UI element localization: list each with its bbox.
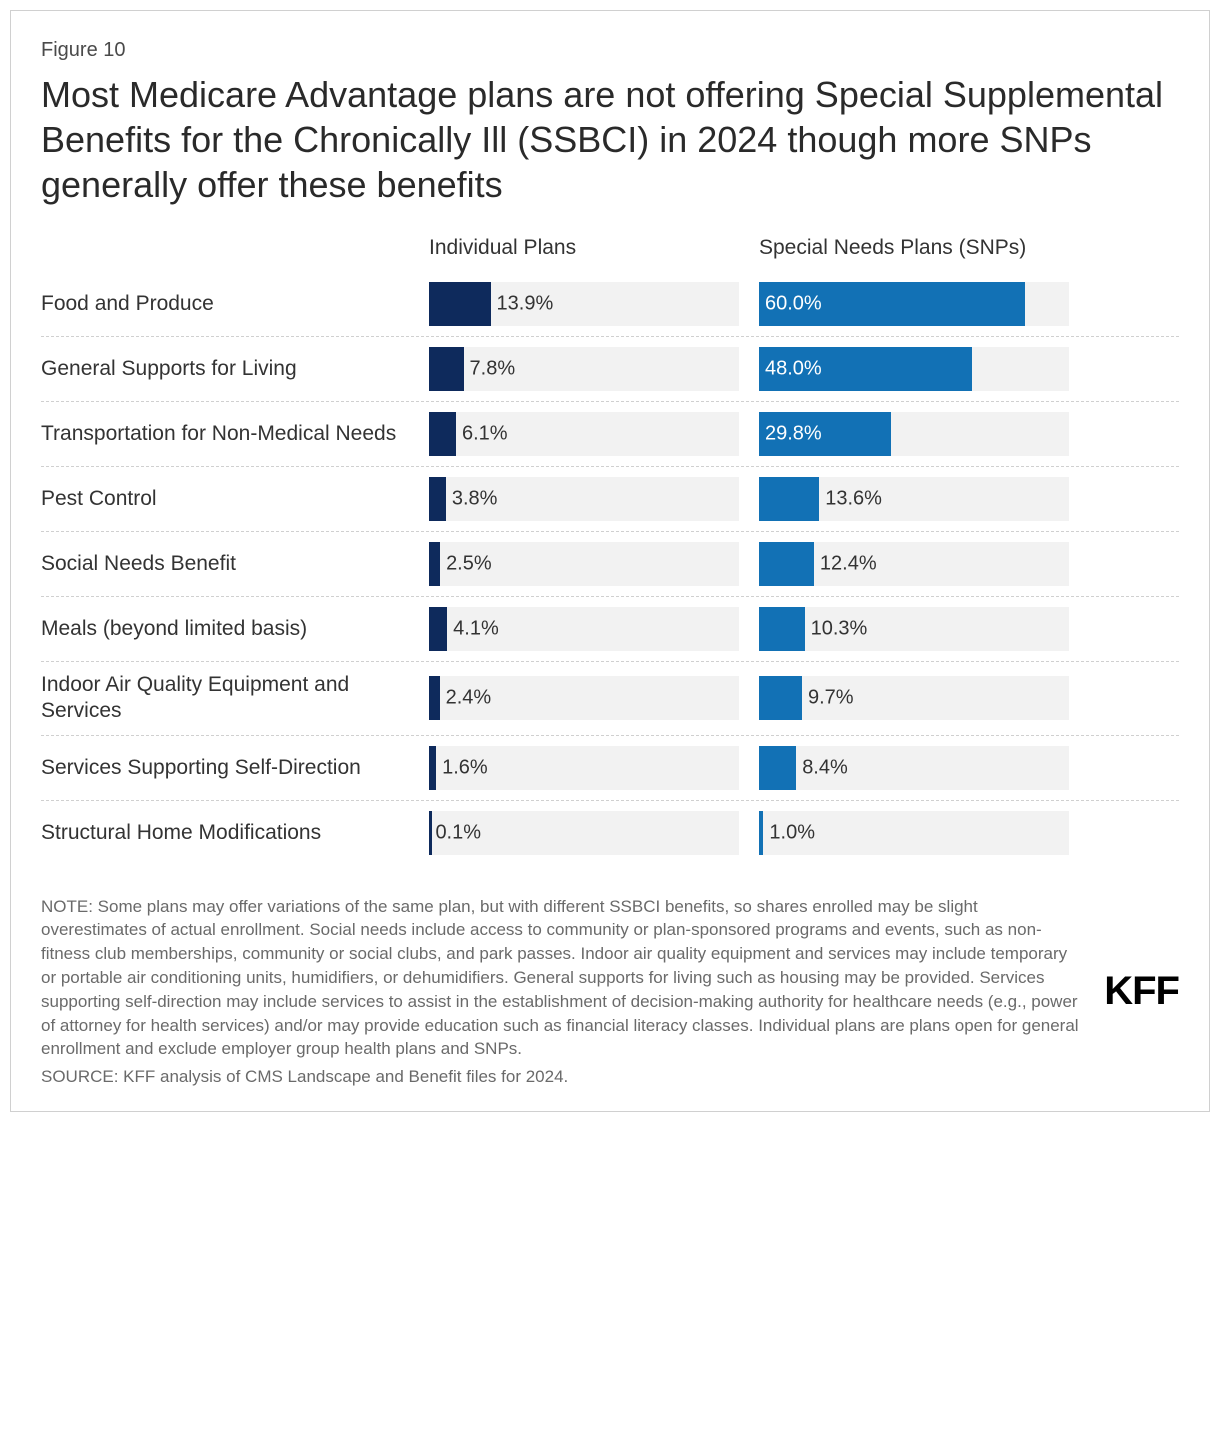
bar-chart: Individual Plans Special Needs Plans (SN… bbox=[41, 235, 1179, 865]
chart-row: Food and Produce 13.9% 60.0% bbox=[41, 272, 1179, 337]
bar-fill bbox=[429, 811, 432, 855]
bar-fill bbox=[429, 282, 491, 326]
bar-fill bbox=[429, 477, 446, 521]
row-category-label: General Supports for Living bbox=[41, 356, 429, 382]
bar-fill bbox=[429, 542, 440, 586]
bar-cell: 2.5% bbox=[429, 542, 739, 586]
bar-cell: 60.0% bbox=[759, 282, 1069, 326]
chart-row: Services Supporting Self-Direction 1.6% 8.… bbox=[41, 736, 1179, 801]
bar-cell: 7.8% bbox=[429, 347, 739, 391]
bar-fill bbox=[759, 542, 814, 586]
bar-cell: 1.0% bbox=[759, 811, 1069, 855]
bar-cell: 0.1% bbox=[429, 811, 739, 855]
chart-header-row: Individual Plans Special Needs Plans (SN… bbox=[41, 235, 1179, 266]
row-category-label: Food and Produce bbox=[41, 291, 429, 317]
bar-cell: 1.6% bbox=[429, 746, 739, 790]
bar-value-label: 0.1% bbox=[435, 821, 481, 844]
row-category-label: Services Supporting Self-Direction bbox=[41, 755, 429, 781]
bar-value-label: 1.6% bbox=[442, 756, 488, 779]
bar-fill bbox=[759, 811, 763, 855]
chart-row: Transportation for Non-Medical Needs 6.1%… bbox=[41, 402, 1179, 467]
figure-number: Figure 10 bbox=[41, 39, 1179, 62]
bar-cell: 12.4% bbox=[759, 542, 1069, 586]
bar-value-label: 1.0% bbox=[769, 821, 815, 844]
bar-cell: 13.6% bbox=[759, 477, 1069, 521]
note-text: NOTE: Some plans may offer variations of… bbox=[41, 895, 1086, 1062]
bar-cell: 8.4% bbox=[759, 746, 1069, 790]
bar-fill bbox=[759, 676, 802, 720]
row-category-label: Structural Home Modifications bbox=[41, 820, 429, 846]
figure-title: Most Medicare Advantage plans are not of… bbox=[41, 72, 1179, 207]
note-block: NOTE: Some plans may offer variations of… bbox=[41, 895, 1086, 1089]
bar-fill bbox=[429, 412, 456, 456]
bar-fill bbox=[759, 477, 819, 521]
bar-value-label: 48.0% bbox=[765, 358, 822, 381]
source-text: SOURCE: KFF analysis of CMS Landscape an… bbox=[41, 1065, 1086, 1089]
bar-value-label: 10.3% bbox=[811, 618, 868, 641]
row-category-label: Meals (beyond limited basis) bbox=[41, 616, 429, 642]
bar-fill bbox=[759, 746, 796, 790]
chart-row: Meals (beyond limited basis) 4.1% 10.3% bbox=[41, 597, 1179, 662]
figure-footer: NOTE: Some plans may offer variations of… bbox=[41, 895, 1179, 1089]
bar-value-label: 6.1% bbox=[462, 423, 508, 446]
bar-cell: 6.1% bbox=[429, 412, 739, 456]
column-header-snps: Special Needs Plans (SNPs) bbox=[759, 235, 1069, 266]
chart-row: General Supports for Living 7.8% 48.0% bbox=[41, 337, 1179, 402]
row-category-label: Social Needs Benefit bbox=[41, 551, 429, 577]
bar-fill bbox=[429, 746, 436, 790]
column-header-individual: Individual Plans bbox=[429, 235, 739, 266]
chart-row: Social Needs Benefit 2.5% 12.4% bbox=[41, 532, 1179, 597]
bar-fill bbox=[429, 347, 464, 391]
bar-value-label: 3.8% bbox=[452, 488, 498, 511]
bar-fill bbox=[429, 607, 447, 651]
bar-value-label: 2.4% bbox=[446, 687, 492, 710]
bar-value-label: 8.4% bbox=[802, 756, 848, 779]
chart-row: Structural Home Modifications 0.1% 1.0% bbox=[41, 801, 1179, 865]
bar-value-label: 13.6% bbox=[825, 488, 882, 511]
kff-logo: KFF bbox=[1096, 969, 1179, 1014]
bar-cell: 4.1% bbox=[429, 607, 739, 651]
bar-value-label: 60.0% bbox=[765, 293, 822, 316]
chart-row: Pest Control 3.8% 13.6% bbox=[41, 467, 1179, 532]
row-category-label: Transportation for Non-Medical Needs bbox=[41, 421, 429, 447]
bar-fill bbox=[759, 607, 805, 651]
bar-fill bbox=[429, 676, 440, 720]
figure-container: Figure 10 Most Medicare Advantage plans … bbox=[10, 10, 1210, 1112]
bar-cell: 29.8% bbox=[759, 412, 1069, 456]
chart-row: Indoor Air Quality Equipment and Service… bbox=[41, 662, 1179, 736]
bar-value-label: 9.7% bbox=[808, 687, 854, 710]
bar-cell: 9.7% bbox=[759, 676, 1069, 720]
bar-value-label: 12.4% bbox=[820, 553, 877, 576]
chart-rows: Food and Produce 13.9% 60.0% General Suppor… bbox=[41, 272, 1179, 865]
bar-cell: 10.3% bbox=[759, 607, 1069, 651]
bar-value-label: 2.5% bbox=[446, 553, 492, 576]
bar-value-label: 29.8% bbox=[765, 423, 822, 446]
bar-value-label: 13.9% bbox=[497, 293, 554, 316]
bar-value-label: 7.8% bbox=[470, 358, 516, 381]
bar-cell: 13.9% bbox=[429, 282, 739, 326]
bar-cell: 48.0% bbox=[759, 347, 1069, 391]
bar-value-label: 4.1% bbox=[453, 618, 499, 641]
bar-cell: 2.4% bbox=[429, 676, 739, 720]
row-category-label: Pest Control bbox=[41, 486, 429, 512]
bar-cell: 3.8% bbox=[429, 477, 739, 521]
row-category-label: Indoor Air Quality Equipment and Service… bbox=[41, 672, 429, 725]
